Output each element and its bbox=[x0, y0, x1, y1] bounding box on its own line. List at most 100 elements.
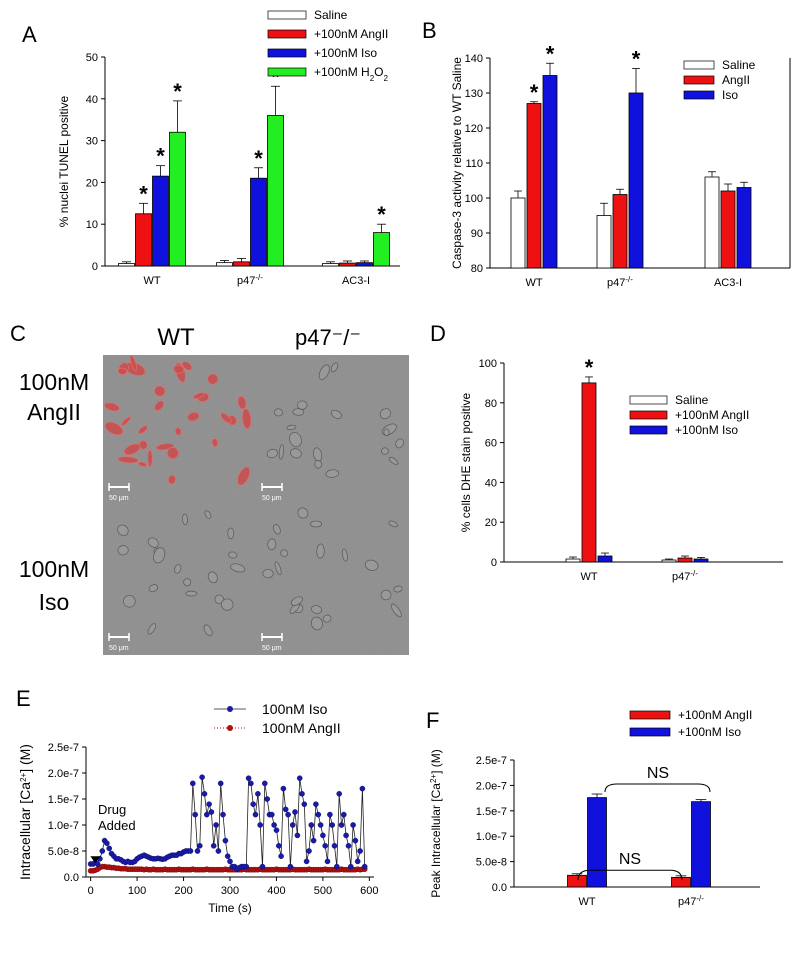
bar bbox=[628, 92, 644, 269]
legend-label: +100nM AngII bbox=[678, 708, 752, 722]
data-point-iso bbox=[310, 837, 317, 844]
x-tick-label: 400 bbox=[267, 885, 285, 897]
data-point-iso bbox=[104, 840, 110, 847]
data-point-iso bbox=[106, 845, 112, 852]
legend-label: Saline bbox=[722, 58, 756, 72]
legend-swatch bbox=[683, 90, 715, 100]
y-tick-label: 80 bbox=[471, 263, 483, 275]
data-point-iso bbox=[243, 863, 250, 870]
bar bbox=[581, 382, 597, 563]
y-tick-label: 0 bbox=[92, 261, 98, 273]
cell bbox=[278, 444, 285, 460]
x-tick-label: WT bbox=[525, 277, 542, 289]
x-tick-label: 600 bbox=[360, 885, 378, 897]
data-point-iso bbox=[345, 843, 352, 849]
legend-swatch bbox=[629, 727, 671, 737]
cell bbox=[167, 474, 177, 485]
cell bbox=[297, 507, 309, 519]
legend-label: +100nM AngII bbox=[314, 27, 388, 41]
data-point-iso bbox=[99, 848, 106, 854]
data-point-iso bbox=[331, 843, 338, 849]
y-tick-label: 2.5e-7 bbox=[48, 742, 79, 754]
data-point-iso bbox=[324, 858, 331, 865]
x-tick-label: AC3-I bbox=[342, 275, 370, 287]
cell bbox=[117, 524, 129, 537]
annotation-drug: Drug bbox=[98, 802, 126, 817]
y-tick-label: 80 bbox=[485, 398, 497, 410]
data-point-iso bbox=[282, 806, 289, 813]
data-point-iso bbox=[294, 832, 301, 839]
cell bbox=[296, 400, 308, 410]
data-point-iso bbox=[255, 791, 261, 797]
cell bbox=[390, 603, 402, 618]
cell bbox=[280, 549, 289, 557]
bar bbox=[612, 194, 628, 269]
x-tick-label: 300 bbox=[221, 885, 239, 897]
bar bbox=[693, 558, 709, 563]
data-point-iso bbox=[340, 811, 347, 818]
cell bbox=[325, 469, 340, 478]
y-tick-label: 100 bbox=[465, 193, 483, 205]
data-point-iso bbox=[322, 843, 329, 849]
cell bbox=[322, 614, 332, 623]
panel-letter-a: A bbox=[22, 22, 37, 47]
legend-label: +100nM H2O2 bbox=[314, 65, 389, 83]
cell bbox=[273, 524, 281, 535]
bar bbox=[597, 555, 613, 563]
data-point-iso bbox=[347, 863, 354, 870]
data-point-iso bbox=[315, 811, 322, 818]
significance-marker: * bbox=[271, 64, 280, 89]
bar bbox=[691, 801, 711, 888]
cell bbox=[211, 438, 219, 448]
data-point-iso bbox=[213, 822, 219, 828]
significance-marker: * bbox=[254, 146, 263, 171]
cell bbox=[147, 449, 153, 467]
significance-marker: * bbox=[585, 355, 594, 380]
data-point-iso bbox=[203, 811, 210, 818]
cell bbox=[185, 590, 198, 597]
legend-swatch bbox=[267, 67, 307, 77]
micrograph-wt-iso: 50 μm bbox=[103, 505, 256, 655]
data-point-iso bbox=[280, 785, 287, 792]
cell bbox=[314, 460, 323, 469]
cell bbox=[393, 585, 403, 593]
micro-col-header-wt: WT bbox=[157, 324, 195, 351]
data-point-iso bbox=[257, 822, 264, 828]
legend-marker-angii bbox=[227, 725, 233, 731]
bar bbox=[233, 261, 250, 267]
cell bbox=[383, 428, 390, 437]
cell bbox=[207, 373, 219, 385]
bar bbox=[542, 75, 558, 269]
cell bbox=[388, 520, 399, 528]
data-point-iso bbox=[208, 809, 215, 815]
y-tick-label: 120 bbox=[465, 123, 483, 135]
legend-label: Saline bbox=[314, 8, 348, 22]
data-point-iso bbox=[333, 863, 340, 870]
cell bbox=[147, 623, 157, 635]
legend-swatch bbox=[629, 395, 668, 405]
cell bbox=[290, 596, 303, 606]
cell bbox=[174, 427, 182, 436]
data-point-iso bbox=[306, 848, 312, 854]
panel-letter-d: D bbox=[430, 321, 446, 346]
data-point-iso bbox=[192, 811, 198, 818]
x-tick-label: 0 bbox=[88, 885, 94, 897]
cell bbox=[220, 598, 234, 611]
legend-label: +100nM AngII bbox=[675, 408, 749, 422]
y-tick-label: 90 bbox=[471, 228, 483, 240]
data-point-iso bbox=[343, 832, 349, 839]
y-tick-label: 1.0e-7 bbox=[48, 820, 79, 832]
cell bbox=[148, 584, 159, 593]
cell bbox=[381, 447, 389, 455]
bar bbox=[677, 557, 693, 563]
micrograph-p47-iso: 50 μm bbox=[256, 505, 409, 655]
y-axis-label: Intracellular [Ca2+] (M) bbox=[17, 744, 33, 880]
data-point-iso bbox=[275, 843, 282, 849]
ns-label-iso: NS bbox=[647, 765, 669, 782]
cell bbox=[183, 578, 192, 587]
cell bbox=[137, 461, 148, 467]
y-tick-label: 60 bbox=[485, 438, 497, 450]
data-point-iso bbox=[299, 791, 305, 797]
bar bbox=[322, 263, 339, 267]
cell bbox=[153, 547, 166, 564]
